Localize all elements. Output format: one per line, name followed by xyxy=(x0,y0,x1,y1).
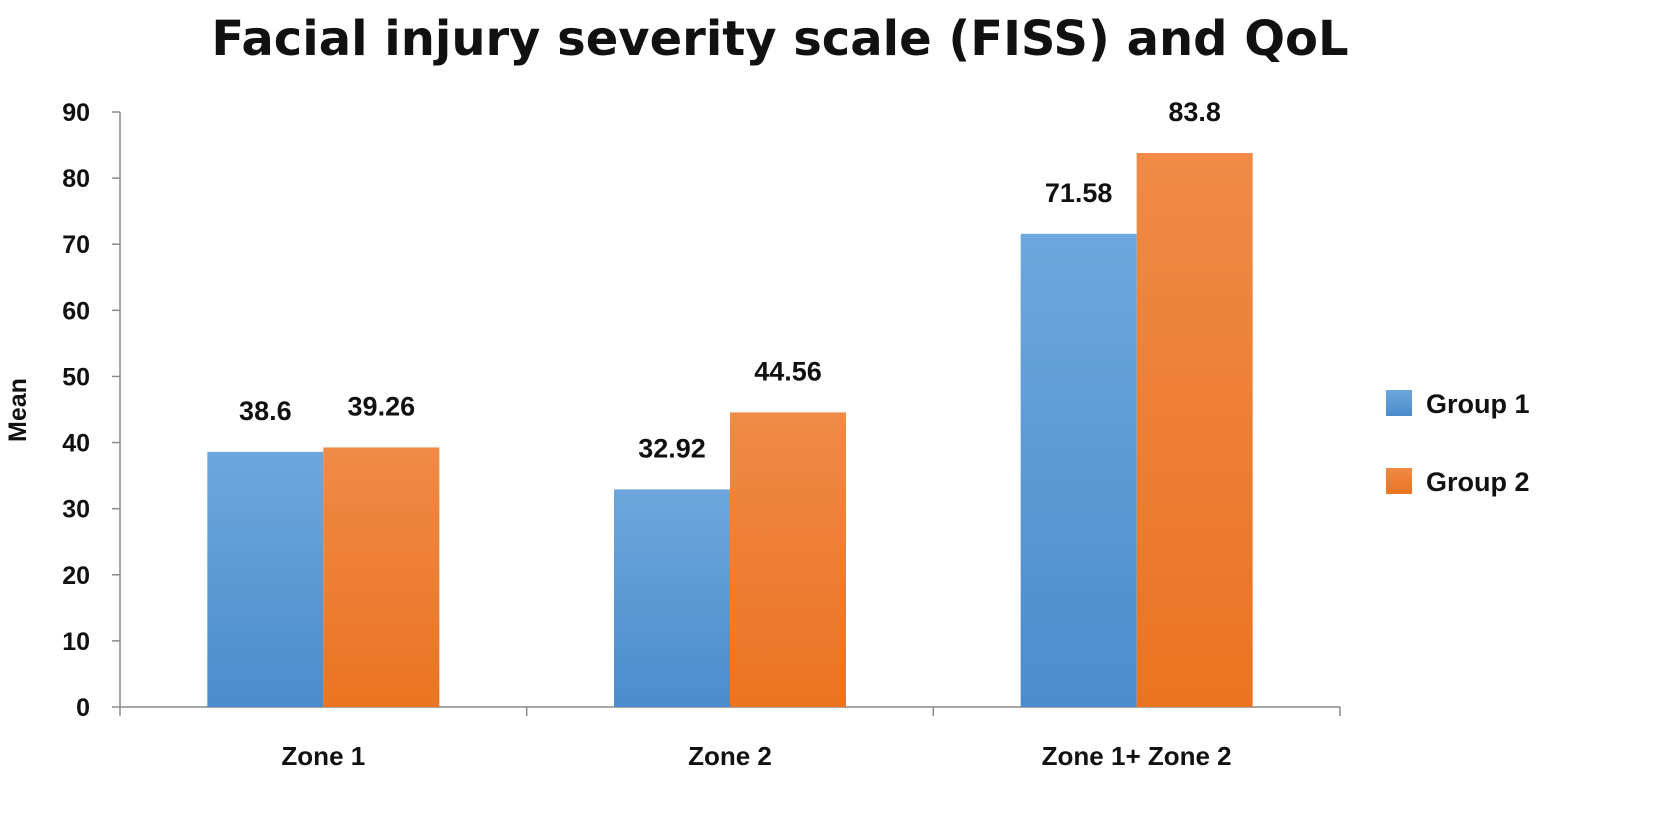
legend-swatch xyxy=(1386,468,1412,494)
y-tick-label: 50 xyxy=(62,363,90,391)
y-tick-label: 60 xyxy=(62,297,90,325)
data-label: 44.56 xyxy=(754,356,822,386)
data-label: 32.92 xyxy=(638,433,706,463)
y-tick-label: 20 xyxy=(62,562,90,590)
x-tick-label: Zone 2 xyxy=(688,741,772,771)
legend-label: Group 2 xyxy=(1426,467,1530,497)
data-labels: 38.6 32.92 71.58 39.26 44.56 83.8 xyxy=(239,97,1221,463)
y-tick-label: 40 xyxy=(62,430,90,458)
bar xyxy=(614,489,730,707)
data-label: 38.6 xyxy=(239,396,292,426)
legend-swatch xyxy=(1386,390,1412,416)
bar xyxy=(1136,152,1253,707)
bar xyxy=(207,451,324,707)
bars xyxy=(207,152,1253,707)
y-axis-label: Mean xyxy=(4,378,32,442)
y-axis: 0 10 20 30 40 50 60 70 80 90 xyxy=(62,99,121,722)
bar xyxy=(730,412,846,707)
x-tick-label: Zone 1+ Zone 2 xyxy=(1042,741,1232,771)
y-tick-label: 0 xyxy=(76,694,90,722)
chart-title: Facial injury severity scale (FISS) and … xyxy=(211,11,1348,67)
bar xyxy=(1020,233,1137,707)
x-tick-label: Zone 1 xyxy=(281,741,365,771)
bar xyxy=(323,447,440,707)
x-axis: Zone 1 Zone 2 Zone 1+ Zone 2 xyxy=(119,706,1341,771)
data-label: 39.26 xyxy=(348,391,416,421)
y-tick-label: 10 xyxy=(62,628,90,656)
y-tick-label: 70 xyxy=(62,231,90,259)
y-tick-label: 30 xyxy=(62,496,90,524)
legend-label: Group 1 xyxy=(1426,389,1530,419)
data-label: 83.8 xyxy=(1168,97,1221,127)
legend: Group 1 Group 2 xyxy=(1386,389,1530,497)
y-tick-label: 80 xyxy=(62,165,90,193)
y-tick-label: 90 xyxy=(62,99,90,127)
data-label: 71.58 xyxy=(1045,178,1113,208)
